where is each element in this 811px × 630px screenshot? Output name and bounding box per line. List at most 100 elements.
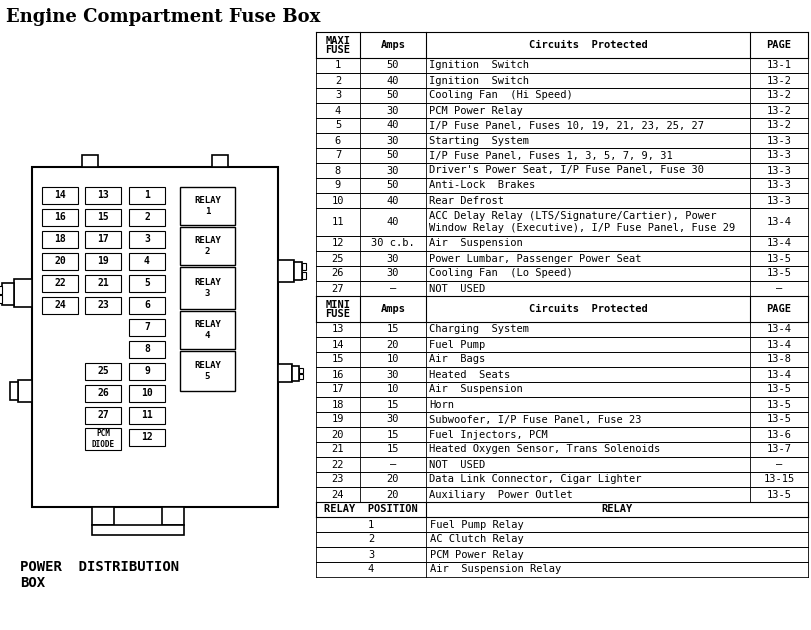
Text: I/P Fuse Panel, Fuses 10, 19, 21, 23, 25, 27: I/P Fuse Panel, Fuses 10, 19, 21, 23, 25… <box>428 120 703 130</box>
Text: Cooling Fan  (Hi Speed): Cooling Fan (Hi Speed) <box>428 91 572 101</box>
Bar <box>85 407 121 424</box>
Bar <box>85 275 121 292</box>
Text: 50: 50 <box>386 181 399 190</box>
Text: 15: 15 <box>386 430 399 440</box>
Text: Fuel Pump Relay: Fuel Pump Relay <box>430 520 523 529</box>
Bar <box>302 272 306 279</box>
Text: 13-3: 13-3 <box>766 166 791 176</box>
Text: 1: 1 <box>334 60 341 71</box>
Text: PCM Power Relay: PCM Power Relay <box>430 549 523 559</box>
Text: Heated  Seats: Heated Seats <box>428 370 509 379</box>
Text: 13-7: 13-7 <box>766 445 791 454</box>
Bar <box>212 155 228 167</box>
Text: 30: 30 <box>386 166 399 176</box>
Bar <box>92 507 114 525</box>
Text: Air  Suspension Relay: Air Suspension Relay <box>430 564 560 575</box>
Bar <box>302 263 306 270</box>
Text: 13-5: 13-5 <box>766 399 791 410</box>
Bar <box>180 187 234 225</box>
Text: 30: 30 <box>386 415 399 425</box>
Text: 13-1: 13-1 <box>766 60 791 71</box>
Text: 10: 10 <box>386 355 399 365</box>
Text: 1: 1 <box>144 190 150 200</box>
Bar <box>42 187 78 204</box>
Text: Circuits  Protected: Circuits Protected <box>528 40 646 50</box>
Text: 30 c.b.: 30 c.b. <box>371 239 414 248</box>
Text: —: — <box>389 459 396 469</box>
Text: Amps: Amps <box>380 40 405 50</box>
Bar <box>42 275 78 292</box>
Text: 13-5: 13-5 <box>766 268 791 278</box>
Text: Ignition  Switch: Ignition Switch <box>428 76 528 86</box>
Text: 13-2: 13-2 <box>766 120 791 130</box>
Text: 17: 17 <box>97 234 109 244</box>
Text: 27: 27 <box>332 284 344 294</box>
Text: 18: 18 <box>332 399 344 410</box>
Text: 15: 15 <box>386 445 399 454</box>
Text: 10: 10 <box>386 384 399 394</box>
Text: Heated Oxygen Sensor, Trans Solenoids: Heated Oxygen Sensor, Trans Solenoids <box>428 445 659 454</box>
Text: 26: 26 <box>332 268 344 278</box>
Text: 16: 16 <box>332 370 344 379</box>
Text: Air  Bags: Air Bags <box>428 355 485 365</box>
Text: Circuits  Protected: Circuits Protected <box>528 304 646 314</box>
Bar <box>85 231 121 248</box>
Text: RELAY
4: RELAY 4 <box>194 320 221 340</box>
Bar <box>129 209 165 226</box>
Text: 40: 40 <box>386 195 399 205</box>
Text: 11: 11 <box>332 217 344 227</box>
Text: Fuel Injectors, PCM: Fuel Injectors, PCM <box>428 430 547 440</box>
Bar <box>42 253 78 270</box>
Text: 23: 23 <box>97 301 109 311</box>
Bar <box>129 187 165 204</box>
Text: MINI: MINI <box>325 300 350 309</box>
Bar <box>180 267 234 309</box>
Text: Driver's Power Seat, I/P Fuse Panel, Fuse 30: Driver's Power Seat, I/P Fuse Panel, Fus… <box>428 166 703 176</box>
Text: 24: 24 <box>332 490 344 500</box>
Text: Engine Compartment Fuse Box: Engine Compartment Fuse Box <box>6 8 320 26</box>
Text: 24: 24 <box>54 301 66 311</box>
Text: PCM Power Relay: PCM Power Relay <box>428 105 522 115</box>
Text: 13-3: 13-3 <box>766 195 791 205</box>
Text: 5: 5 <box>144 278 150 289</box>
Text: 18: 18 <box>54 234 66 244</box>
Text: Cooling Fan  (Lo Speed): Cooling Fan (Lo Speed) <box>428 268 572 278</box>
Bar <box>298 368 303 373</box>
Text: Starting  System: Starting System <box>428 135 528 146</box>
Text: 13-5: 13-5 <box>766 490 791 500</box>
Text: RELAY: RELAY <box>601 505 632 515</box>
Text: Auxiliary  Power Outlet: Auxiliary Power Outlet <box>428 490 572 500</box>
Text: 4: 4 <box>334 105 341 115</box>
Text: 20: 20 <box>386 490 399 500</box>
Text: RELAY
5: RELAY 5 <box>194 361 221 381</box>
Text: 13-3: 13-3 <box>766 151 791 161</box>
Text: 2: 2 <box>334 76 341 86</box>
Bar <box>42 297 78 314</box>
Bar <box>129 253 165 270</box>
Text: PAGE: PAGE <box>766 40 791 50</box>
Bar <box>129 407 165 424</box>
Text: RELAY
1: RELAY 1 <box>194 197 221 215</box>
Text: 11: 11 <box>141 411 152 420</box>
Text: Data Link Connector, Cigar Lighter: Data Link Connector, Cigar Lighter <box>428 474 641 484</box>
Text: 6: 6 <box>144 301 150 311</box>
Text: 9: 9 <box>334 181 341 190</box>
Text: POWER  DISTRIBUTION
BOX: POWER DISTRIBUTION BOX <box>20 560 179 590</box>
Text: 7: 7 <box>144 323 150 333</box>
Text: 30: 30 <box>386 370 399 379</box>
Text: 13-4: 13-4 <box>766 239 791 248</box>
Bar <box>0 295 2 303</box>
Text: 30: 30 <box>386 105 399 115</box>
Text: NOT  USED: NOT USED <box>428 284 485 294</box>
Bar <box>277 364 292 382</box>
Text: 13-5: 13-5 <box>766 384 791 394</box>
Text: I/P Fuse Panel, Fuses 1, 3, 5, 7, 9, 31: I/P Fuse Panel, Fuses 1, 3, 5, 7, 9, 31 <box>428 151 672 161</box>
Bar <box>2 283 14 305</box>
Text: Horn: Horn <box>428 399 453 410</box>
Bar <box>85 385 121 402</box>
Bar <box>85 253 121 270</box>
Bar <box>85 187 121 204</box>
Text: 20: 20 <box>386 340 399 350</box>
Bar <box>129 231 165 248</box>
Text: 12: 12 <box>332 239 344 248</box>
